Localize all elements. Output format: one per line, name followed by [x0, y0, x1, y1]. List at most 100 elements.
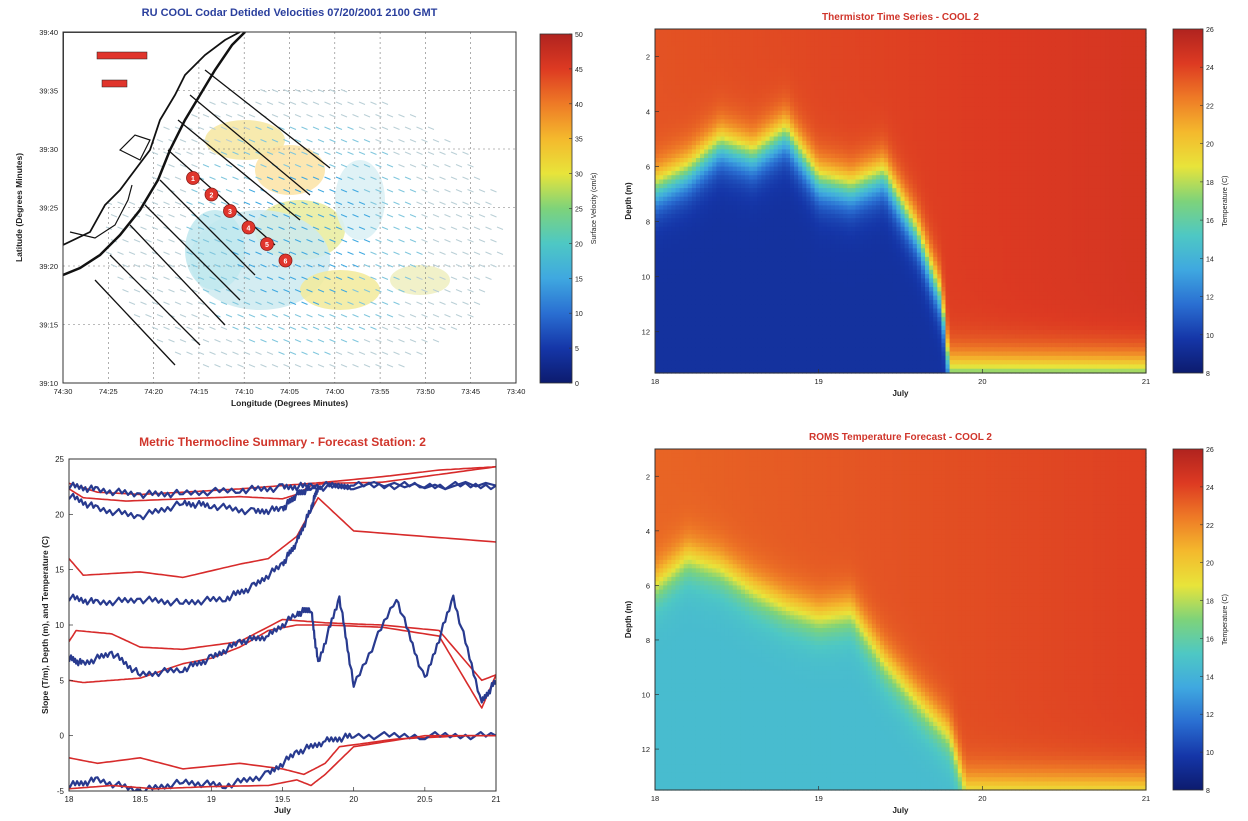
thermistor-cell [761, 282, 767, 288]
thermistor-cell [802, 239, 807, 245]
thermistor-cell [855, 338, 861, 344]
thermistor-cell [695, 201, 701, 206]
thermistor-cell [814, 321, 820, 327]
thermistor-cell [761, 231, 767, 236]
thermistor-cell [736, 115, 742, 120]
thermistor-cell [843, 330, 848, 335]
thermistor-cell [655, 235, 660, 241]
thermistor-cell [830, 209, 836, 215]
thermistor-cell [843, 188, 848, 193]
thermistor-cell [720, 295, 726, 301]
thermistor-cell [847, 299, 852, 305]
thermistor-cell [785, 244, 791, 249]
thermistor-cell [798, 192, 803, 198]
thermistor-cell [720, 342, 726, 348]
thermistor-cell [810, 46, 816, 52]
thermistor-cell [659, 41, 664, 47]
thermistor-cell [736, 29, 742, 34]
thermistor-cell [867, 282, 873, 288]
thermistor-cell [740, 244, 746, 249]
thermistor-cell [822, 342, 828, 348]
thermistor-cell [814, 136, 820, 142]
thermistor-cell [781, 222, 787, 228]
thermistor-cell [814, 80, 820, 86]
thermistor-cell [810, 41, 816, 47]
thermistor-cell [835, 63, 840, 69]
thermistor-cell [835, 308, 840, 314]
thermistor-cell [675, 33, 681, 39]
thermistor-cell [822, 72, 828, 77]
thermistor-cell [843, 67, 848, 73]
thermistor-cell [716, 278, 722, 284]
thermistor-cell [863, 252, 869, 258]
thermistor-cell [769, 342, 775, 348]
thermistor-cell [847, 179, 852, 185]
thermistor-cell [843, 33, 848, 39]
thermistor-cell [773, 149, 779, 155]
thermistor-cell [847, 102, 852, 107]
thermistor-cell [777, 235, 783, 241]
thermistor-cell [740, 158, 746, 163]
thermistor-cell [769, 123, 775, 129]
thermistor-cell [704, 196, 709, 202]
thermistor-cell [822, 37, 828, 43]
thermistor-cell [761, 248, 767, 254]
thermistor-cell [675, 218, 681, 224]
thermistor-cell [859, 295, 865, 301]
thermistor-cell [736, 360, 742, 365]
thermistor-cell [745, 115, 750, 120]
thermistor-cell [724, 50, 730, 56]
thermistor-cell [802, 291, 807, 297]
thermistor-cell [749, 41, 754, 47]
velocity-vector [370, 226, 377, 230]
thermistor-cell [683, 231, 689, 236]
thermistor-cell [728, 33, 734, 39]
thermistor-cell [700, 196, 705, 202]
thermistor-cell [691, 123, 697, 129]
thermistor-cell [810, 235, 816, 241]
thermistor-cell [822, 84, 828, 90]
thermistor-cell [802, 29, 807, 34]
thermistor-cell [667, 149, 672, 155]
thermistor-cell [806, 265, 812, 271]
thermistor-cell [798, 80, 803, 86]
thermistor-cell [814, 97, 820, 103]
thermistor-cell [863, 188, 869, 193]
thermistor-cell [695, 67, 701, 73]
thermistor-cell [675, 175, 681, 181]
thermistor-cell [810, 63, 816, 69]
thermistor-cell [781, 321, 787, 327]
velocity-vector [145, 314, 152, 318]
thermistor-cell [753, 192, 758, 198]
thermistor-cell [761, 244, 767, 249]
thermistor-cell [810, 261, 816, 267]
thermistor-cell [802, 67, 807, 73]
velocity-vector [324, 226, 331, 230]
thermistor-cell [708, 261, 713, 267]
thermistor-cell [851, 317, 857, 322]
velocity-vector [416, 251, 423, 255]
velocity-vector [260, 214, 267, 218]
thermistor-cell [753, 183, 758, 189]
thermistor-cell [663, 110, 668, 116]
velocity-vector [444, 264, 451, 268]
velocity-vector [248, 239, 256, 243]
thermistor-cell [806, 80, 812, 86]
thermistor-cell [794, 265, 799, 271]
velocity-vector [271, 239, 279, 243]
map-x-tick: 73:40 [507, 387, 526, 396]
thermistor-cell [757, 54, 762, 60]
thermistor-cell [736, 334, 742, 340]
thermistor-cell [810, 239, 816, 245]
thermistor-cell [675, 145, 681, 150]
thermistor-cell [830, 179, 836, 185]
thermistor-cell [843, 54, 848, 60]
thermistor-cell [708, 196, 713, 202]
thermistor-cell [728, 317, 734, 322]
thermistor-cell [773, 226, 779, 232]
thermistor-cell [814, 351, 820, 357]
thermistor-cell [867, 201, 873, 206]
thermistor-cell [704, 80, 709, 86]
thermistor-cell [695, 248, 701, 254]
thermistor-cell [691, 162, 697, 168]
